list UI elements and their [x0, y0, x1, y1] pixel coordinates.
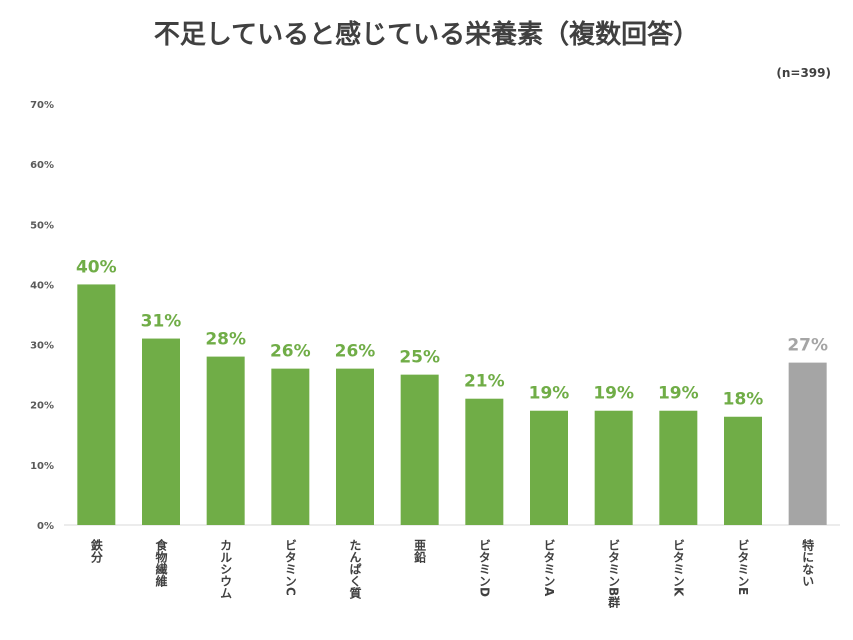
category-label: 食物繊維	[154, 538, 168, 588]
sample-size-note: (n=399)	[776, 66, 831, 80]
category-label: ビタミンD	[477, 539, 491, 597]
category-label: たんぱく質	[348, 539, 362, 600]
category-label: 亜鉛	[413, 539, 427, 564]
bar	[142, 338, 180, 525]
category-label: ビタミンC	[283, 539, 297, 596]
data-label: 21%	[464, 372, 505, 392]
data-label: 19%	[529, 384, 570, 404]
category-label: 特にない	[801, 538, 815, 587]
data-label: 19%	[658, 384, 699, 404]
category-label: 鉄分	[89, 538, 103, 564]
data-label: 28%	[205, 330, 246, 350]
bar	[206, 356, 245, 525]
category-label: ビタミンA	[542, 539, 556, 597]
data-label: 31%	[141, 312, 182, 332]
bar	[530, 410, 568, 525]
data-label: 26%	[270, 342, 311, 362]
y-tick-label: 50%	[30, 220, 54, 231]
data-label: 40%	[76, 257, 117, 277]
chart-title: 不足していると感じている栄養素（複数回答）	[153, 20, 700, 50]
data-label: 19%	[593, 384, 634, 404]
data-label: 18%	[723, 390, 764, 410]
data-label: 25%	[399, 348, 440, 368]
data-label: 26%	[335, 342, 376, 362]
y-tick-label: 0%	[37, 521, 54, 532]
y-tick-label: 10%	[30, 461, 54, 472]
bar	[271, 368, 310, 525]
y-tick-label: 20%	[30, 401, 54, 412]
category-label: ビタミンE	[736, 539, 750, 596]
bar	[724, 416, 762, 525]
bar	[400, 374, 439, 525]
y-tick-label: 60%	[30, 160, 54, 171]
category-label: カルシウム	[219, 539, 233, 599]
category-label: ビタミンK	[671, 539, 685, 597]
bar	[788, 362, 827, 525]
data-label: 27%	[787, 336, 828, 356]
category-label: ビタミンB群	[607, 539, 621, 609]
bar	[594, 410, 633, 525]
y-tick-label: 70%	[30, 100, 54, 111]
y-tick-label: 40%	[30, 280, 54, 291]
bar	[77, 284, 116, 525]
y-tick-label: 30%	[30, 341, 54, 352]
bar	[465, 398, 504, 525]
bar	[336, 368, 374, 525]
bar	[659, 410, 698, 525]
